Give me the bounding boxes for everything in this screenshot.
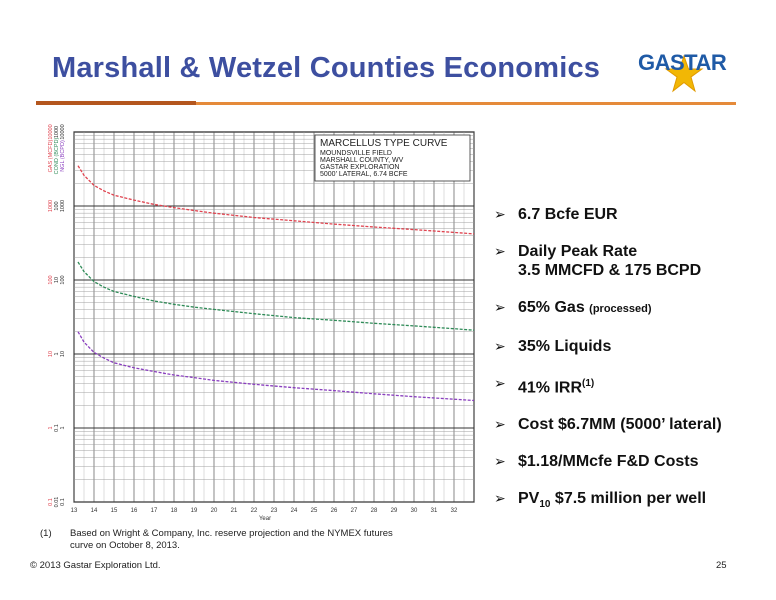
series-ngl-line xyxy=(77,331,475,402)
y-tick-label: 10 xyxy=(54,277,60,283)
arrow-bullet-icon: ➢ xyxy=(494,416,506,433)
x-tick-label: 28 xyxy=(371,508,378,514)
copyright: © 2013 Gastar Exploration Ltd. xyxy=(30,560,161,571)
bullet-gas: ➢ 65% Gas (processed) xyxy=(494,299,652,316)
page-number: 25 xyxy=(716,560,727,571)
chart-legend-box: MARCELLUS TYPE CURVE MOUNDSVILLE FIELD M… xyxy=(314,134,471,182)
bullet-peak-rate: ➢ Daily Peak Rate 3.5 MMCFD & 175 BCPD xyxy=(494,243,702,279)
x-tick-label: 15 xyxy=(111,508,118,514)
y-tick-label: 10000 xyxy=(60,124,66,139)
y-tick-label: 1000 xyxy=(54,126,60,138)
arrow-bullet-icon: ➢ xyxy=(494,490,506,507)
y-tick-label: 1 xyxy=(54,352,60,355)
chart-subtitle-1: MOUNDSVILLE FIELD xyxy=(320,150,392,157)
x-tick-label: 20 xyxy=(211,508,218,514)
series-gas-line xyxy=(77,165,475,235)
chart-series xyxy=(77,165,475,402)
bullet-irr: ➢ 41% IRR(1) xyxy=(494,375,595,397)
x-axis-ticks: 13 14 15 16 17 18 19 20 21 22 23 24 25 26 27 28 29 30 31 32 xyxy=(71,508,458,514)
y-tick-label: 100 xyxy=(54,201,60,210)
y-axis-name: COND (BCPD) xyxy=(54,138,60,175)
series-condensate-line xyxy=(77,261,475,331)
title-underline xyxy=(36,102,736,105)
bullet-cost: ➢ Cost $6.7MM (5000’ lateral) xyxy=(494,416,722,434)
bullet-fd-costs: ➢ $1.18/MMcfe F&D Costs xyxy=(494,453,699,471)
gastar-logo: GASTAR xyxy=(628,40,728,102)
x-tick-label: 18 xyxy=(171,508,178,514)
y-tick-label: 1000 xyxy=(60,200,66,212)
logo-text: GASTAR xyxy=(638,50,727,75)
footnote-text: Based on Wright & Company, Inc. reserve … xyxy=(70,528,393,551)
x-tick-label: 14 xyxy=(91,508,98,514)
arrow-bullet-icon: ➢ xyxy=(494,299,506,315)
key-metrics-list: ➢ 6.7 Bcfe EUR ➢ Daily Peak Rate 3.5 MMCFD … xyxy=(494,205,764,533)
arrow-bullet-icon: ➢ xyxy=(494,338,506,354)
x-tick-label: 26 xyxy=(331,508,338,514)
x-tick-label: 22 xyxy=(251,508,258,514)
arrow-bullet-icon: ➢ xyxy=(494,453,506,470)
y-tick-label: 100 xyxy=(48,275,54,284)
x-tick-label: 16 xyxy=(131,508,138,514)
chart-title: MARCELLUS TYPE CURVE xyxy=(320,138,448,149)
y-tick-label: 0.01 xyxy=(54,497,60,508)
x-tick-label: 30 xyxy=(411,508,418,514)
footnote: (1) Based on Wright & Company, Inc. rese… xyxy=(40,528,400,552)
x-tick-label: 32 xyxy=(451,508,458,514)
arrow-bullet-icon: ➢ xyxy=(494,206,506,222)
chart-subtitle-2: MARSHALL COUNTY, WV xyxy=(320,157,404,164)
x-tick-label: 29 xyxy=(391,508,398,514)
x-tick-label: 25 xyxy=(311,508,318,514)
title-underline-accent xyxy=(36,101,196,105)
y-axis-name: GAS (MCFD) xyxy=(48,139,54,172)
chart-subtitle-4: 5000' LATERAL, 6.74 BCFE xyxy=(320,171,408,178)
footnote-mark: (1) xyxy=(40,528,52,539)
y-axis-name: NGL (BCPD) xyxy=(60,140,66,172)
y-tick-label: 10 xyxy=(60,351,66,357)
star-icon xyxy=(664,54,704,93)
y-tick-label: 100 xyxy=(60,275,66,284)
bullet-pv10: ➢ PV10 $7.5 million per well xyxy=(494,490,707,511)
y-tick-label: 1 xyxy=(60,426,66,429)
y-tick-label: 0.1 xyxy=(54,424,60,432)
y-tick-label: 1 xyxy=(48,426,54,429)
x-tick-label: 17 xyxy=(151,508,158,514)
x-tick-label: 24 xyxy=(291,508,298,514)
bullet-eur: ➢ 6.7 Bcfe EUR xyxy=(494,206,618,223)
arrow-bullet-icon: ➢ xyxy=(494,375,506,391)
x-tick-label: 13 xyxy=(71,508,78,514)
y-tick-label: 0.1 xyxy=(60,498,66,506)
x-axis-label: Year xyxy=(259,516,271,522)
x-tick-label: 19 xyxy=(191,508,198,514)
y-tick-label: 1000 xyxy=(48,200,54,212)
x-tick-label: 27 xyxy=(351,508,358,514)
bullet-liquids: ➢ 35% Liquids xyxy=(494,338,612,355)
chart-grid xyxy=(73,131,475,503)
x-tick-label: 21 xyxy=(231,508,238,514)
chart-subtitle-3: GASTAR EXPLORATION xyxy=(320,164,399,171)
x-tick-label: 23 xyxy=(271,508,278,514)
arrow-bullet-icon: ➢ xyxy=(494,243,506,259)
y-tick-label: 0.1 xyxy=(48,498,54,506)
y-tick-label: 10000 xyxy=(48,124,54,139)
slide-title: Marshall & Wetzel Counties Economics xyxy=(52,52,601,84)
x-tick-label: 31 xyxy=(431,508,438,514)
y-tick-label: 10 xyxy=(48,351,54,357)
